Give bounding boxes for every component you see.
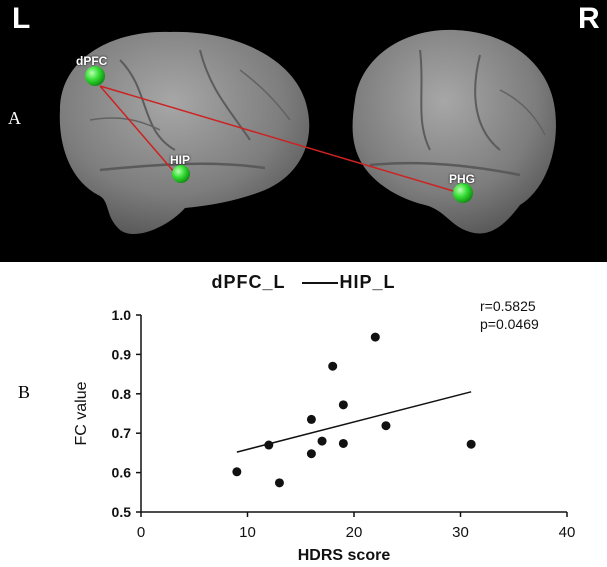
chart-title: dPFC_L HIP_L (0, 272, 607, 293)
chart-points (232, 332, 476, 488)
y-tick-label: 0.5 (112, 504, 132, 520)
title-right-roi: HIP_L (339, 272, 396, 292)
roi-label-phg: PHG (449, 172, 476, 186)
y-tick-label: 1.0 (112, 307, 132, 323)
data-point (338, 438, 348, 448)
data-point (317, 436, 327, 446)
data-point (232, 467, 242, 477)
brain-panel: L R A dPFC HIP PHG (0, 0, 607, 262)
roi-label-dpfc: dPFC (76, 54, 108, 68)
brain-rendering (59, 29, 556, 235)
y-tick-label: 0.7 (112, 425, 132, 441)
data-point (381, 421, 391, 431)
left-hemisphere-label: L (12, 2, 31, 35)
x-tick-label: 30 (452, 524, 469, 541)
data-point (338, 400, 348, 410)
roi-label-hip: HIP (170, 153, 191, 167)
right-hemisphere-label: R (578, 2, 600, 35)
x-axis-label: HDRS score (298, 547, 391, 564)
panel-letter-a: A (8, 108, 21, 128)
chart-axis-labels: HDRS score FC value (73, 381, 390, 564)
x-tick-label: 0 (137, 524, 145, 541)
data-point (370, 332, 380, 342)
chart-axes (140, 315, 567, 513)
x-tick-label: 40 (559, 524, 576, 541)
y-tick-label: 0.8 (112, 386, 132, 402)
title-dash (301, 282, 338, 285)
y-tick-label: 0.9 (112, 346, 132, 362)
data-point (328, 361, 338, 371)
x-tick-label: 20 (346, 524, 363, 541)
chart-ticks: 0 10 20 30 40 0.5 0.6 0.7 0.8 0.9 1.0 (112, 307, 576, 541)
x-tick-label: 10 (239, 524, 256, 541)
y-axis-label: FC value (73, 381, 90, 445)
data-point (274, 478, 284, 488)
stat-p-value: p=0.0469 (480, 316, 539, 332)
panel-letter-b: B (18, 382, 31, 402)
right-hemisphere (352, 29, 556, 234)
data-point (306, 449, 316, 459)
scatter-chart: 0 10 20 30 40 0.5 0.6 0.7 0.8 0.9 1.0 HDRS score FC… (73, 307, 576, 564)
y-tick-label: 0.6 (112, 465, 132, 481)
title-left-roi: dPFC_L (211, 272, 286, 292)
edge-dpfc-hip (99, 85, 176, 174)
regression-line (236, 391, 472, 453)
edge-dpfc-phg (99, 85, 461, 194)
node-hip (172, 165, 190, 183)
node-dpfc (85, 66, 105, 86)
node-phg (453, 183, 473, 203)
stat-r-value: r=0.5825 (480, 298, 536, 314)
data-point (306, 414, 316, 424)
data-point (466, 439, 476, 449)
chart-fit (236, 391, 472, 453)
